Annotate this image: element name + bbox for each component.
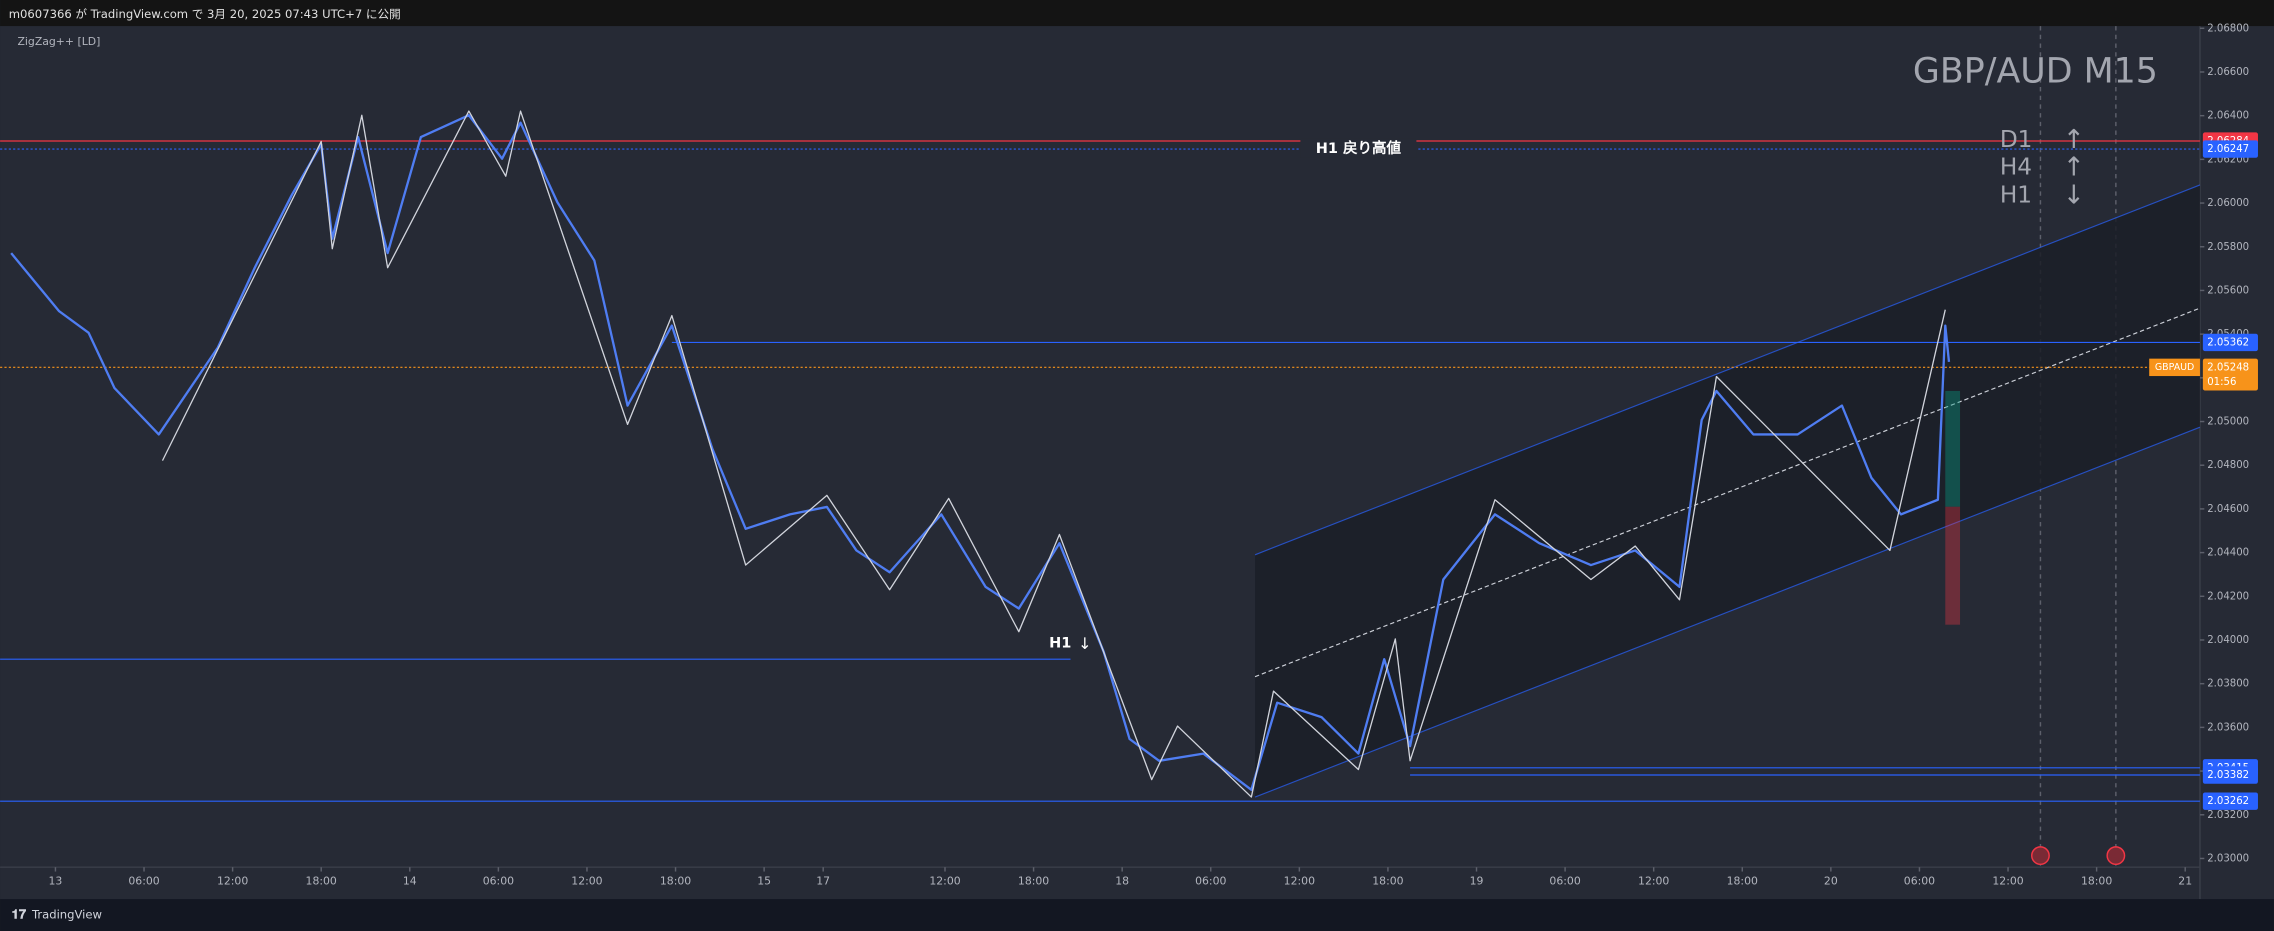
price-label: 2.06247 (2207, 144, 2249, 155)
x-tick-label: 17 (816, 875, 830, 888)
footer-text: TradingView (31, 908, 102, 922)
y-tick-label: 2.04400 (2207, 548, 2249, 559)
event-icon[interactable] (2031, 846, 2050, 866)
event-icon[interactable] (2106, 846, 2126, 866)
position-stop (1945, 506, 1961, 625)
trend-timeframe: H4 (2000, 154, 2032, 181)
series-line (161, 110, 1946, 798)
trend-timeframe: H1 (2000, 181, 2032, 208)
x-tick-label: 18 (1115, 875, 1129, 888)
x-tick-label: 12:00 (217, 875, 248, 888)
y-tick-label: 2.04000 (2207, 635, 2249, 646)
y-tick-label: 2.04800 (2207, 460, 2249, 471)
y-tick-label: 2.05000 (2207, 417, 2249, 428)
annotation: H1 戻り高値 (1316, 139, 1402, 157)
x-tick-label: 12:00 (1638, 875, 1669, 888)
annotation: H1 (1049, 635, 1071, 651)
y-tick-label: 2.05800 (2207, 242, 2249, 253)
x-tick-label: 14 (403, 875, 417, 888)
trend-arrow: ↓ (2063, 180, 2085, 210)
y-tick-label: 2.03600 (2207, 722, 2249, 733)
trend-arrow: ↑ (2063, 125, 2085, 155)
x-tick-label: 18:00 (2081, 875, 2112, 888)
x-tick-label: 06:00 (483, 875, 514, 888)
symbol-label: GBPAUD (2155, 362, 2194, 373)
countdown: 01:56 (2207, 377, 2236, 388)
x-tick-label: 13 (49, 875, 63, 888)
price-label: 2.05362 (2207, 337, 2249, 348)
price-label-bg (2202, 766, 2258, 784)
footer-logo: 𝟏𝟕 (12, 908, 27, 923)
x-tick-label: 12:00 (1284, 875, 1315, 888)
y-tick-label: 2.03000 (2207, 853, 2249, 864)
channel-fill (1255, 184, 2200, 798)
trend-arrow: ↑ (2063, 153, 2085, 183)
footer-bar (0, 899, 2274, 931)
y-tick-label: 2.03800 (2207, 679, 2249, 690)
x-tick-label: 18:00 (660, 875, 691, 888)
x-tick-label: 20 (1824, 875, 1838, 888)
y-tick-label: 2.03200 (2207, 810, 2249, 821)
y-tick-label: 2.04600 (2207, 504, 2249, 515)
x-tick-label: 15 (757, 875, 771, 888)
x-tick-label: 18:00 (306, 875, 337, 888)
price-label: 2.03262 (2207, 796, 2249, 807)
x-tick-label: 18:00 (1018, 875, 1049, 888)
x-tick-label: 06:00 (128, 875, 159, 888)
y-tick-label: 2.06800 (2207, 23, 2249, 34)
y-tick-label: 2.04200 (2207, 591, 2249, 602)
price-label-bg (2202, 358, 2258, 391)
x-tick-label: 19 (1470, 875, 1484, 888)
y-tick-label: 2.06200 (2207, 154, 2249, 165)
x-tick-label: 12:00 (929, 875, 960, 888)
x-tick-label: 18:00 (1372, 875, 1403, 888)
price-label-bg (2202, 140, 2258, 158)
x-tick-label: 21 (2178, 875, 2192, 888)
price-label: 2.03382 (2207, 770, 2249, 781)
indicator-label: ZigZag++ [LD] (17, 35, 100, 48)
header-text: m0607366 が TradingView.com で 3月 20, 2025… (9, 7, 401, 21)
x-tick-label: 18:00 (1727, 875, 1758, 888)
trend-timeframe: D1 (2000, 126, 2033, 153)
price-label-bg (2202, 333, 2258, 352)
x-tick-label: 06:00 (1195, 875, 1226, 888)
symbol-bg (2149, 358, 2200, 377)
price-label-bg (2202, 792, 2258, 810)
x-tick-label: 06:00 (1904, 875, 1935, 888)
x-tick-label: 12:00 (571, 875, 602, 888)
y-tick-label: 2.05600 (2207, 285, 2249, 296)
annotation-bg (1300, 138, 1417, 158)
position-target (1945, 390, 1961, 507)
header-bar (0, 0, 2274, 27)
y-tick-label: 2.06600 (2207, 67, 2249, 78)
channel-middle (1254, 307, 2201, 678)
price-label: 2.05248 (2207, 362, 2249, 373)
y-tick-label: 2.06000 (2207, 198, 2249, 209)
y-tick-label: 2.06400 (2207, 111, 2249, 122)
x-tick-label: 06:00 (1549, 875, 1580, 888)
series-line (10, 114, 1951, 792)
channel-upper (1254, 184, 2201, 556)
x-tick-label: 12:00 (1992, 875, 2023, 888)
annotation-arrow: ↓ (1078, 634, 1091, 653)
chart-title: GBP/AUD M15 (1913, 52, 2158, 92)
